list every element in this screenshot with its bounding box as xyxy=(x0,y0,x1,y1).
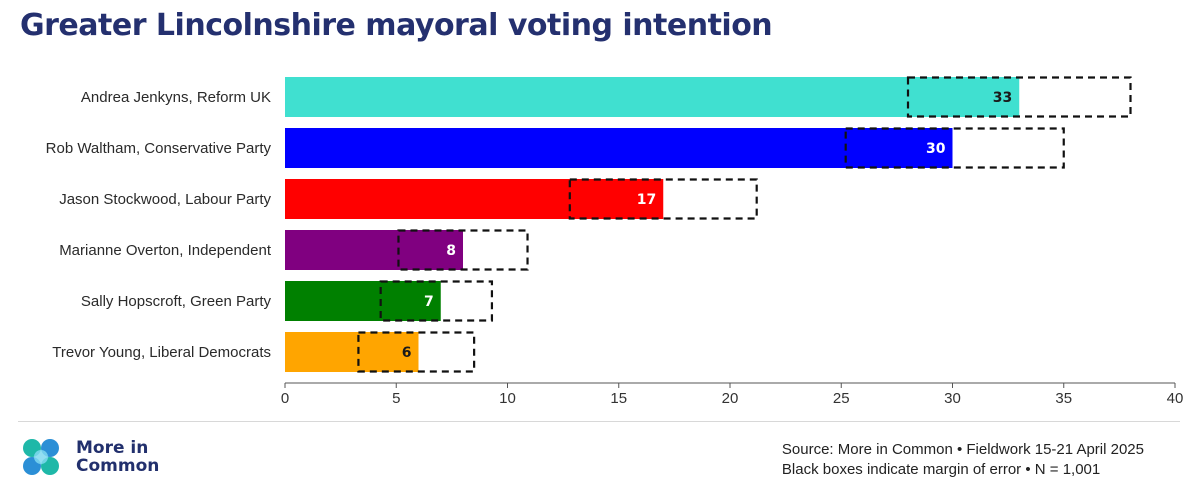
bar xyxy=(285,179,664,219)
logo-line-2: Common xyxy=(76,456,160,476)
logo: More in Common xyxy=(20,437,159,477)
bar xyxy=(285,281,441,321)
data-label: 7 xyxy=(424,294,434,310)
margin-of-error-box xyxy=(379,280,494,322)
chart-title: Greater Lincolnshire mayoral voting inte… xyxy=(20,8,773,43)
x-tick-label: 30 xyxy=(944,390,961,407)
margin-of-error-box xyxy=(568,178,758,220)
category-label: Andrea Jenkyns, Reform UK xyxy=(81,89,271,106)
margin-of-error-box xyxy=(357,331,476,373)
category-label: Jason Stockwood, Labour Party xyxy=(59,191,271,208)
logo-mark-icon xyxy=(23,439,59,475)
source-line-1: Source: More in Common • Fieldwork 15-21… xyxy=(781,441,1144,458)
margin-of-error-box xyxy=(844,127,1065,169)
data-label: 33 xyxy=(993,90,1012,106)
bar xyxy=(285,230,463,270)
category-label: Rob Waltham, Conservative Party xyxy=(46,140,272,157)
x-tick-label: 40 xyxy=(1167,390,1184,407)
logo-text: More in Common xyxy=(76,439,159,475)
data-label: 8 xyxy=(446,243,456,259)
margin-of-error-box xyxy=(397,229,529,271)
category-label: Trevor Young, Liberal Democrats xyxy=(52,344,271,361)
x-tick-label: 15 xyxy=(610,390,627,407)
data-label: 6 xyxy=(402,345,412,361)
x-tick-label: 0 xyxy=(281,390,289,407)
category-label: Marianne Overton, Independent xyxy=(59,242,272,259)
source-line-2: Black boxes indicate margin of error • N… xyxy=(781,461,1101,478)
footer-divider xyxy=(18,421,1180,422)
category-label: Sally Hopscroft, Green Party xyxy=(81,293,272,310)
data-label: 30 xyxy=(926,141,946,157)
x-tick-label: 35 xyxy=(1055,390,1072,407)
bar xyxy=(285,332,419,372)
source-note: Source: More in Common • Fieldwork 15-21… xyxy=(782,440,1144,480)
bar xyxy=(285,77,1020,117)
x-tick-label: 25 xyxy=(833,390,850,407)
logo-line-1: More in xyxy=(76,438,149,458)
x-tick-label: 5 xyxy=(392,390,400,407)
x-tick-label: 20 xyxy=(722,390,739,407)
margin-of-error-box xyxy=(906,76,1132,118)
bar xyxy=(285,128,953,168)
x-tick-label: 10 xyxy=(499,390,516,407)
bar-chart: Andrea Jenkyns, Reform UK 33 Rob Waltham, … xyxy=(46,76,1184,407)
data-label: 17 xyxy=(637,192,656,208)
